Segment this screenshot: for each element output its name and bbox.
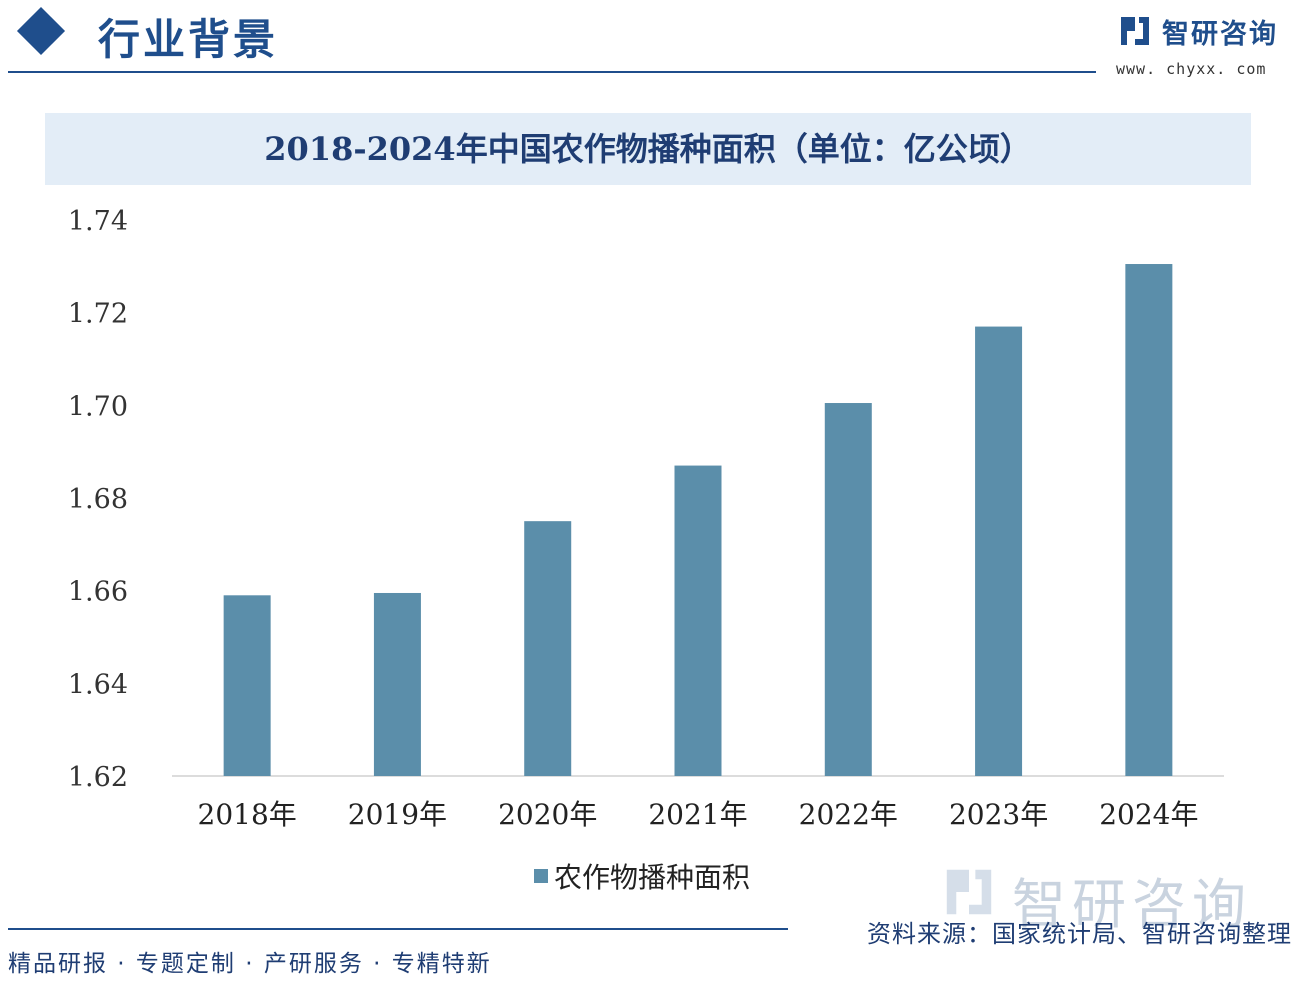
chart-title: 2018-2024年中国农作物播种面积（单位：亿公顷） [264, 130, 1032, 168]
y-tick-label: 1.66 [68, 577, 128, 608]
y-tick-label: 1.70 [68, 391, 128, 422]
footer-divider [8, 928, 788, 930]
x-category-label: 2020年 [498, 798, 597, 831]
watermark-logo-icon [946, 869, 992, 915]
chart-title-band [45, 113, 1251, 185]
data-source: 资料来源：国家统计局、智研咨询整理 [867, 920, 1292, 948]
y-tick-label: 1.74 [68, 206, 128, 237]
brand-url: www. chyxx. com [1116, 60, 1267, 78]
brand-logo-icon [1121, 17, 1149, 45]
bar [1125, 264, 1173, 776]
x-category-label: 2018年 [198, 798, 297, 831]
bar [373, 592, 421, 776]
chart-legend: 农作物播种面积 [534, 856, 750, 896]
header-divider [8, 71, 1096, 73]
x-category-label: 2024年 [1099, 798, 1198, 831]
bar [524, 521, 572, 776]
bar [975, 326, 1023, 776]
bar [824, 403, 872, 776]
x-category-label: 2019年 [348, 798, 447, 831]
y-tick-label: 1.68 [68, 484, 128, 515]
y-tick-label: 1.72 [68, 299, 128, 330]
header-diamond-icon [16, 6, 66, 56]
x-category-label: 2022年 [799, 798, 898, 831]
legend-label: 农作物播种面积 [554, 861, 751, 894]
bar [674, 465, 722, 776]
brand-name: 智研咨询 [1162, 19, 1278, 50]
bar [223, 595, 271, 776]
x-category-label: 2021年 [648, 798, 747, 831]
legend-swatch [534, 869, 548, 883]
x-category-label: 2023年 [949, 798, 1048, 831]
section-title: 行业背景 [98, 15, 279, 64]
y-tick-label: 1.64 [68, 669, 128, 700]
y-tick-label: 1.62 [68, 762, 128, 793]
watermark-text: 智研咨询 [1012, 873, 1252, 936]
footer-tagline: 精品研报 · 专题定制 · 产研服务 · 专精特新 [8, 951, 492, 977]
bar-chart: 1.74 1.72 1.70 1.68 1.66 1.64 1.62 2018年 2019年 2… [68, 206, 1224, 831]
